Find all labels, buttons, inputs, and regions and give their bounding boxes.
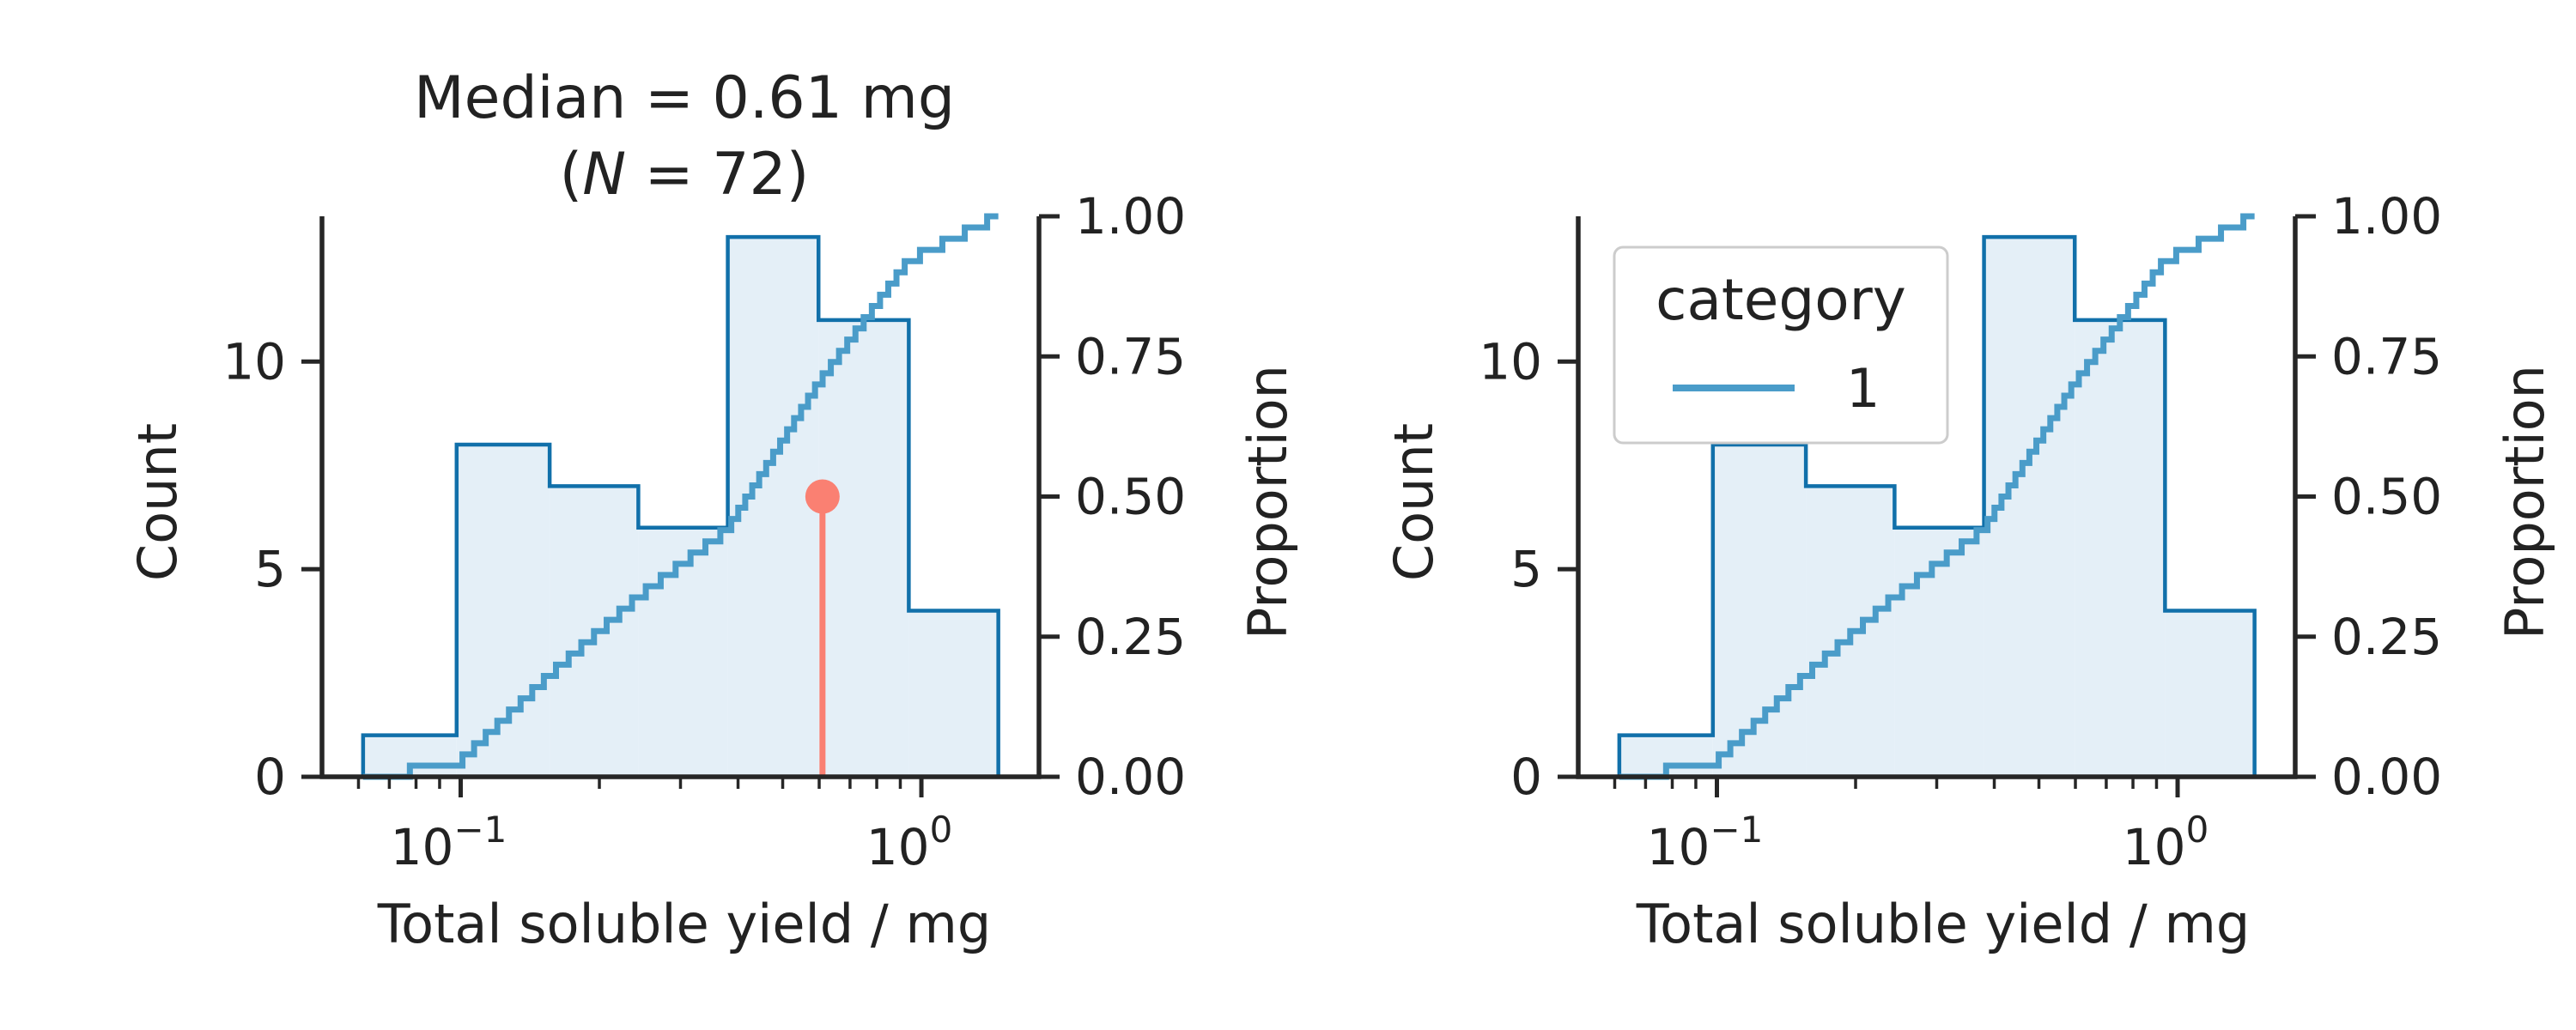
histogram-bar [908, 610, 999, 777]
histogram-outline [361, 234, 1000, 777]
y-tick-label-right: 0.50 [1075, 468, 1186, 526]
ecdf-line [1619, 213, 2255, 780]
legend-entry-label: 1 [1846, 357, 1880, 420]
y-tick-label-right: 1.00 [1075, 187, 1186, 245]
histogram-bar [638, 527, 728, 777]
chart-panel-right: Total soluble yield / mg Count Proportio… [1382, 187, 2556, 955]
histogram-bar [2165, 610, 2255, 777]
x-axis-label: Total soluble yield / mg [1636, 893, 2250, 955]
legend-title: category [1656, 267, 1906, 333]
y-tick-label-left: 10 [222, 332, 286, 391]
y-tick-label-left: 0 [1510, 748, 1542, 806]
y-axis-label-left: Count [1382, 423, 1445, 581]
y-tick-label-right: 1.00 [2331, 187, 2442, 245]
y-tick-label-right: 0.25 [2331, 608, 2442, 666]
y-axis-label-left: Count [126, 423, 189, 581]
y-tick-label-left: 5 [254, 540, 286, 598]
y-tick-label-right: 0.75 [1075, 327, 1186, 385]
x-tick-label: 10−1 [391, 809, 507, 876]
histogram-bar [1894, 527, 1984, 777]
legend: category 1 [1613, 245, 1949, 445]
histogram-bar [1712, 445, 1807, 777]
y-tick-label-left: 5 [1510, 540, 1542, 598]
y-tick-label-left: 0 [254, 748, 286, 806]
chart-panel-left: Median = 0.61 mg (N = 72) Total soluble … [126, 64, 1299, 955]
chart-title-line1: Median = 0.61 mg [414, 64, 955, 132]
y-tick-label-right: 0.25 [1075, 608, 1186, 666]
histogram-bar [2075, 319, 2166, 778]
x-axis-label: Total soluble yield / mg [377, 893, 991, 955]
histogram-outline [1617, 234, 2257, 777]
chart-title-line2: (N = 72) [560, 141, 810, 209]
x-tick-label: 100 [2123, 809, 2209, 876]
y-tick-label-left: 10 [1479, 332, 1542, 391]
y-tick-label-right: 0.75 [2331, 327, 2442, 385]
y-tick-label-right: 0.50 [2331, 468, 2442, 526]
histogram-bars [1619, 237, 2255, 778]
histogram-bar [818, 319, 909, 778]
median-marker [805, 479, 840, 514]
x-tick-label: 10−1 [1647, 809, 1764, 876]
legend-box [1613, 245, 1949, 445]
histogram-bar [456, 445, 550, 777]
y-tick-label-right: 0.00 [2331, 748, 2442, 806]
x-tick-label: 100 [866, 809, 953, 876]
y-axis-label-right: Proportion [2494, 365, 2556, 639]
ecdf-line [362, 213, 999, 780]
y-axis-label-right: Proportion [1236, 365, 1299, 639]
y-tick-label-right: 0.00 [1075, 748, 1186, 806]
